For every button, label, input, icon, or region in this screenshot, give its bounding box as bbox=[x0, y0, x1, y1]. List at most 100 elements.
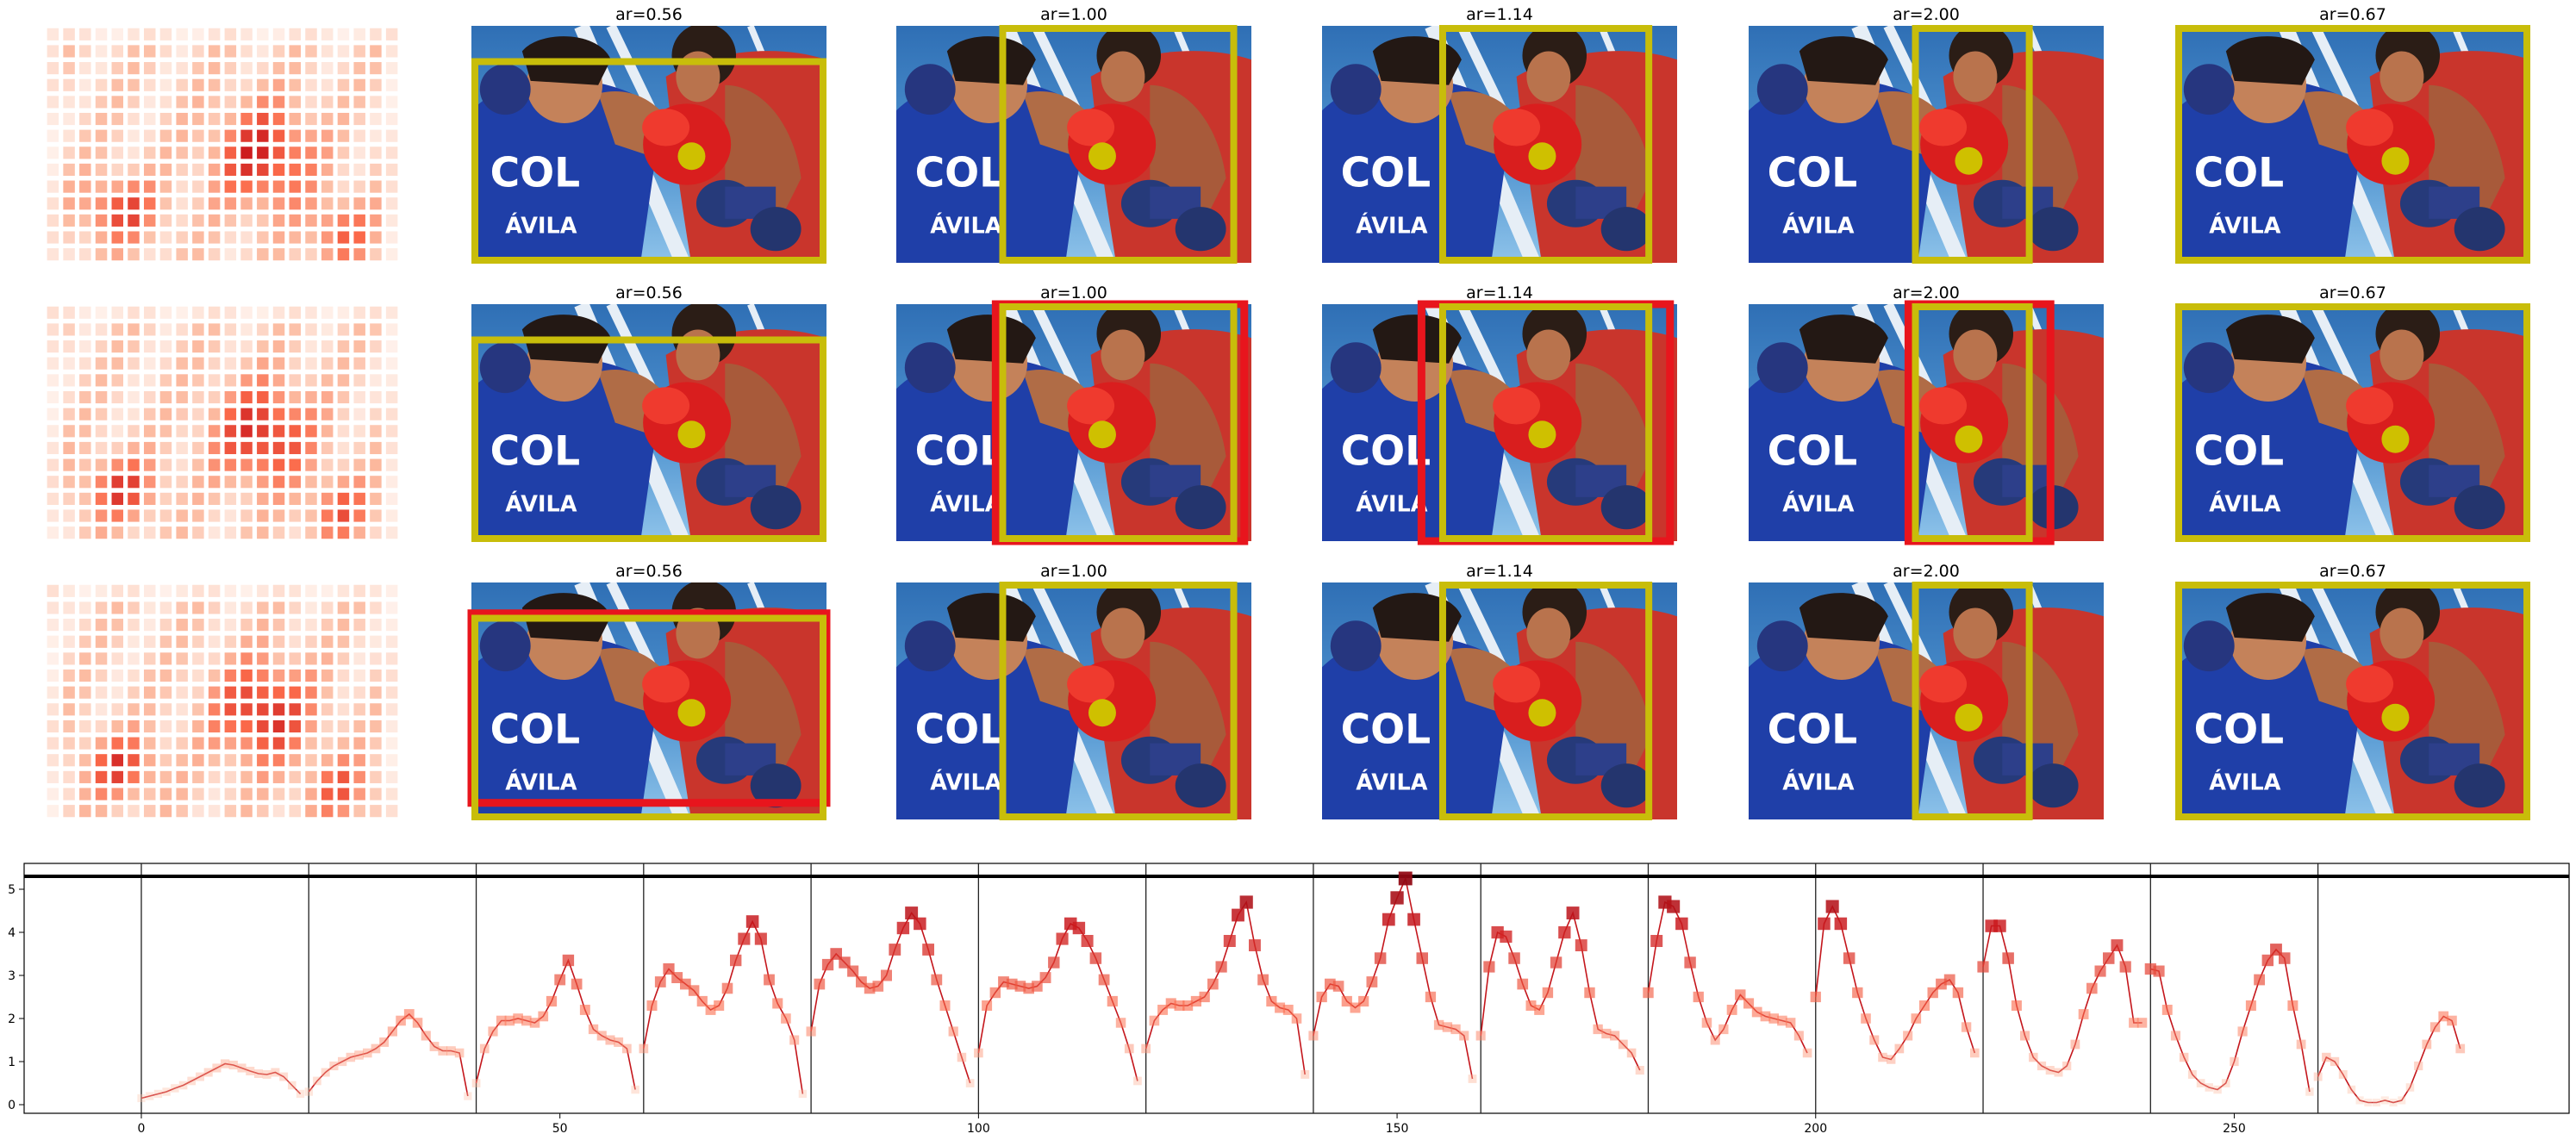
data-point bbox=[2221, 1079, 2230, 1087]
data-point bbox=[2389, 1099, 2398, 1107]
heatmap-cell bbox=[289, 248, 302, 261]
heatmap-cell bbox=[79, 441, 91, 455]
heatmap-cell bbox=[192, 231, 204, 244]
data-point bbox=[1366, 976, 1378, 987]
data-point bbox=[2429, 1022, 2441, 1032]
data-point bbox=[2296, 1039, 2306, 1050]
heatmap-cell bbox=[305, 492, 317, 505]
heatmap-cell bbox=[385, 619, 398, 632]
data-point bbox=[2338, 1070, 2348, 1079]
heatmap-cell bbox=[159, 737, 172, 750]
heatmap-cell bbox=[192, 78, 204, 91]
data-point bbox=[2205, 1083, 2213, 1092]
heatmap-cell bbox=[192, 197, 204, 210]
heatmap-cell bbox=[370, 509, 382, 522]
data-point bbox=[1534, 1005, 1545, 1015]
heatmap-cell bbox=[176, 408, 188, 420]
heatmap-cell bbox=[63, 458, 75, 471]
heatmap-cell bbox=[176, 248, 188, 261]
heatmap-cell bbox=[272, 584, 285, 597]
heatmap-cell bbox=[370, 374, 382, 387]
heatmap-cell bbox=[192, 669, 204, 682]
heatmap-cell bbox=[176, 526, 188, 539]
heatmap-cell bbox=[128, 526, 140, 539]
heatmap-cell bbox=[192, 112, 204, 126]
heatmap-cell bbox=[272, 146, 285, 159]
heatmap-cell bbox=[192, 770, 204, 783]
heatmap-cell bbox=[257, 635, 269, 648]
heatmap-cell bbox=[224, 805, 237, 818]
data-point bbox=[1398, 871, 1413, 886]
data-point bbox=[2245, 1000, 2256, 1011]
data-point bbox=[1911, 1013, 1922, 1024]
heatmap-cell bbox=[385, 408, 398, 420]
heatmap-cell bbox=[337, 619, 350, 632]
heatmap-cell bbox=[305, 737, 317, 750]
heatmap-cell bbox=[305, 28, 317, 40]
heatmap-cell bbox=[128, 45, 140, 58]
heatmap-cell bbox=[63, 78, 75, 91]
heatmap-cell bbox=[305, 805, 317, 818]
data-point bbox=[2129, 1018, 2139, 1028]
heatmap-cell bbox=[111, 180, 124, 193]
heatmap-cell bbox=[143, 526, 156, 539]
heatmap-cell bbox=[79, 180, 91, 193]
heatmap-cell bbox=[224, 652, 237, 665]
heatmap-cell bbox=[159, 214, 172, 227]
heatmap-cell bbox=[353, 180, 365, 193]
data-point bbox=[1308, 1031, 1319, 1041]
heatmap-cell bbox=[63, 805, 75, 818]
heatmap-cell bbox=[289, 408, 302, 420]
panel-title: ar=2.00 bbox=[1893, 5, 1960, 24]
data-point bbox=[313, 1076, 321, 1086]
data-point bbox=[2002, 952, 2014, 964]
heatmap-cell bbox=[208, 374, 221, 387]
heatmap-cell bbox=[208, 231, 221, 244]
heatmap-cell bbox=[208, 476, 221, 489]
heatmap-cell bbox=[143, 805, 156, 818]
heatmap-cell bbox=[370, 112, 382, 126]
heatmap-cell bbox=[111, 323, 124, 336]
data-point bbox=[914, 917, 926, 931]
heatmap-cell bbox=[385, 129, 398, 142]
data-point bbox=[2187, 1070, 2197, 1079]
heatmap-cell bbox=[370, 441, 382, 455]
heatmap-cell bbox=[111, 45, 124, 58]
heatmap-cell bbox=[192, 601, 204, 614]
heatmap-cell bbox=[95, 306, 108, 319]
heatmap-cell bbox=[208, 163, 221, 177]
heatmap-cell bbox=[370, 652, 382, 665]
heatmap-cell bbox=[240, 770, 253, 783]
heatmap-cell bbox=[79, 306, 91, 319]
y-tick-label: 1 bbox=[8, 1056, 16, 1069]
heatmap-cell bbox=[370, 197, 382, 210]
data-point bbox=[588, 1024, 599, 1035]
heatmap-cell bbox=[289, 78, 302, 91]
heatmap-cell bbox=[224, 146, 237, 159]
data-point bbox=[1433, 1019, 1444, 1031]
heatmap-cell bbox=[321, 78, 334, 91]
heatmap-cell bbox=[337, 28, 350, 40]
heatmap-cell bbox=[224, 129, 237, 142]
heatmap-cell bbox=[353, 248, 365, 261]
heatmap-cell bbox=[385, 441, 398, 455]
heatmap-cell bbox=[192, 635, 204, 648]
heatmap-cell bbox=[272, 686, 285, 699]
photo-panel: ar=1.00 bbox=[896, 5, 1251, 264]
heatmap-cell bbox=[337, 112, 350, 126]
heatmap-cell bbox=[47, 492, 59, 505]
data-point bbox=[146, 1092, 154, 1100]
data-point bbox=[2045, 1066, 2055, 1075]
data-point bbox=[864, 982, 876, 994]
heatmap-cell bbox=[176, 601, 188, 614]
heatmap-cell bbox=[143, 96, 156, 109]
data-point bbox=[1635, 1066, 1644, 1075]
heatmap-cell bbox=[208, 770, 221, 783]
heatmap-cell bbox=[63, 129, 75, 142]
heatmap-cell bbox=[192, 357, 204, 370]
saliency-heatmap bbox=[47, 584, 398, 818]
heatmap-cell bbox=[159, 408, 172, 420]
heatmap-cell bbox=[257, 390, 269, 404]
photo-panel: ar=1.14 bbox=[1322, 5, 1677, 264]
